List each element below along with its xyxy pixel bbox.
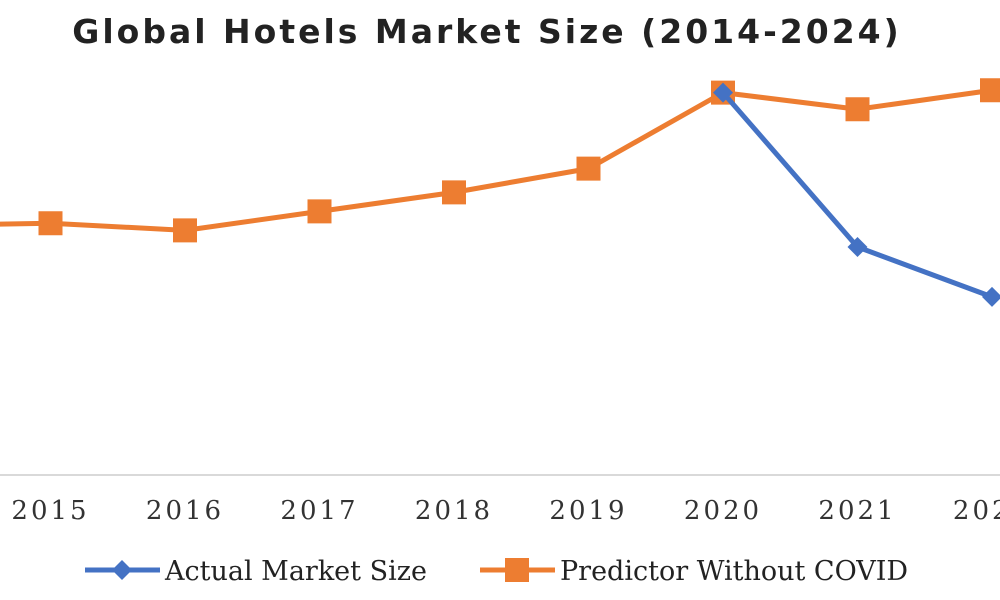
data-point xyxy=(38,211,63,236)
legend-label: Predictor Without COVID xyxy=(560,556,908,587)
data-point xyxy=(576,156,601,181)
legend-item: Actual Market Size xyxy=(85,556,427,587)
series-actual-market-size xyxy=(713,82,1000,307)
legend: Actual Market Size Predictor Without COVI… xyxy=(85,556,908,587)
x-tick-label: 2019 xyxy=(549,496,627,526)
x-axis-ticks: 201420152016201720182019202020212022 xyxy=(11,496,1000,526)
legend-label: Actual Market Size xyxy=(164,556,427,587)
data-point xyxy=(307,199,332,224)
x-tick-label: 2021 xyxy=(818,496,896,526)
legend-item: Predictor Without COVID xyxy=(480,556,908,587)
series-line xyxy=(0,87,993,233)
data-point xyxy=(173,218,197,243)
x-tick-label: 2020 xyxy=(684,496,762,526)
data-point xyxy=(847,237,868,257)
x-tick-label: 2022 xyxy=(953,496,1000,526)
data-point xyxy=(845,97,870,122)
data-point xyxy=(980,78,1000,103)
series-predictor-without-covid xyxy=(0,78,1000,243)
data-point xyxy=(112,560,132,580)
x-tick-label: 2016 xyxy=(146,496,224,526)
plot-area xyxy=(0,78,1000,307)
series-line xyxy=(721,90,993,300)
x-tick-label: 2018 xyxy=(415,496,493,526)
x-tick-label: 2015 xyxy=(11,496,89,526)
data-point xyxy=(982,286,1000,307)
data-point xyxy=(505,558,529,582)
x-tick-label: 2017 xyxy=(280,496,358,526)
chart-title: Global Hotels Market Size (2014-2024) xyxy=(72,12,901,51)
data-point xyxy=(713,82,733,103)
data-point xyxy=(442,180,466,205)
